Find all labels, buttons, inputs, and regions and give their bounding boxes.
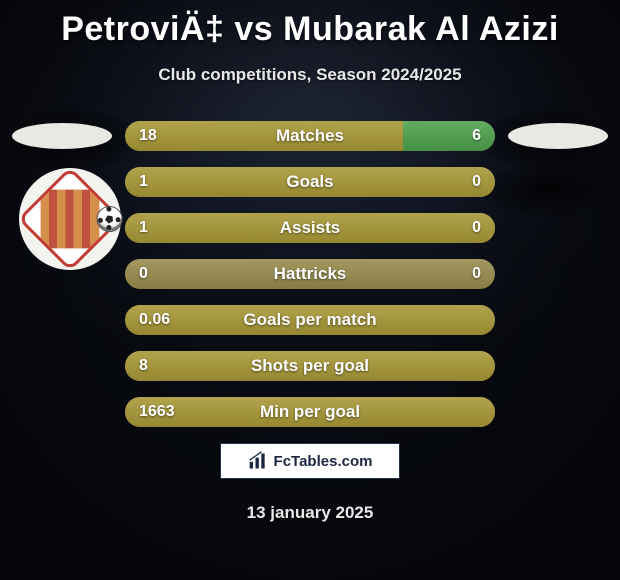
stat-value-left: 18 — [139, 121, 157, 151]
player-right-placeholder — [508, 123, 608, 149]
stat-row: Matches18 6 — [125, 121, 495, 151]
stat-label: Shots per goal — [125, 351, 495, 381]
bar-chart-icon — [248, 451, 268, 471]
footer-date: 13 january 2025 — [0, 503, 620, 523]
stat-label: Goals per match — [125, 305, 495, 335]
club-badge-left — [19, 168, 121, 270]
stat-value-right: 0 — [472, 213, 481, 243]
stat-row: Hattricks0 0 — [125, 259, 495, 289]
stat-value-right: 6 — [472, 121, 481, 151]
player-left-placeholder — [12, 123, 112, 149]
comparison-title: PetroviÄ‡ vs Mubarak Al Azizi — [0, 6, 620, 49]
club-right-shadow — [480, 165, 610, 215]
stat-value-left: 1 — [139, 167, 148, 197]
stat-label: Goals — [125, 167, 495, 197]
stat-value-left: 1 — [139, 213, 148, 243]
stat-row: Goals per match0.06 — [125, 305, 495, 335]
stat-value-left: 0.06 — [139, 305, 170, 335]
stat-row: Shots per goal8 — [125, 351, 495, 381]
stat-label: Hattricks — [125, 259, 495, 289]
stat-value-right: 0 — [472, 259, 481, 289]
stat-label: Assists — [125, 213, 495, 243]
stat-row: Assists1 0 — [125, 213, 495, 243]
brand-text: FcTables.com — [274, 453, 373, 470]
stat-value-left: 0 — [139, 259, 148, 289]
brand-badge: FcTables.com — [220, 443, 400, 479]
comparison-subtitle: Club competitions, Season 2024/2025 — [0, 65, 620, 85]
stat-row: Min per goal1663 — [125, 397, 495, 427]
stat-value-left: 8 — [139, 351, 148, 381]
stat-row: Goals1 0 — [125, 167, 495, 197]
stats-list: Matches186Goals10Assists10Hattricks00Goa… — [125, 121, 495, 427]
stat-value-right: 0 — [472, 167, 481, 197]
stat-label: Min per goal — [125, 397, 495, 427]
stat-value-left: 1663 — [139, 397, 175, 427]
comparison-infographic: PetroviÄ‡ vs Mubarak Al Azizi Club compe… — [0, 0, 620, 580]
stat-label: Matches — [125, 121, 495, 151]
